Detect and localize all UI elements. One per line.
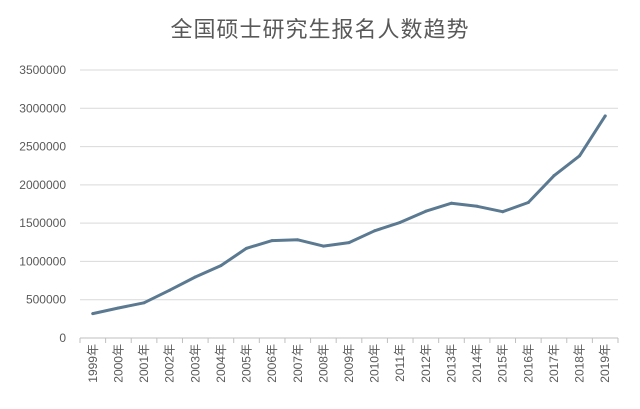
x-tick-label: 2007年 [291, 344, 305, 383]
x-tick-label: 2003年 [188, 344, 202, 383]
data-point [578, 154, 582, 158]
x-tick-label: 2004年 [214, 344, 228, 383]
y-tick-label: 0 [59, 331, 66, 345]
data-point [116, 306, 120, 310]
x-tick-label: 2012年 [419, 344, 433, 383]
y-tick-label: 3000000 [19, 101, 66, 115]
data-point [219, 264, 223, 268]
series-line [91, 114, 607, 316]
y-tick-label: 1000000 [19, 254, 66, 268]
grid-layer [79, 69, 619, 343]
x-tick-label: 2009年 [342, 344, 356, 383]
series-layer [91, 114, 607, 316]
x-tick-label: 1999年 [86, 344, 100, 383]
data-point [296, 238, 300, 242]
x-tick-label: 2014年 [470, 344, 484, 383]
y-tick-labels: 3500000 3000000 2500000 2000000 1500000 10000… [19, 63, 66, 345]
data-point [475, 204, 479, 208]
x-tick-label: 2017年 [547, 344, 561, 383]
data-point [501, 210, 505, 214]
x-tick-label: 2002年 [163, 344, 177, 383]
data-point [398, 220, 402, 224]
x-tick-labels: 1999年 2000年 2001年 2002年 2003年 2004年 2005年 2006年… [86, 344, 612, 383]
data-point [193, 275, 197, 279]
x-tick-label: 2001年 [137, 344, 151, 383]
data-point [245, 246, 249, 250]
x-tick-label: 2019年 [598, 344, 612, 383]
x-tick-label: 2018年 [573, 344, 587, 383]
data-point [526, 200, 530, 204]
data-point [270, 239, 274, 243]
data-point [91, 312, 95, 316]
data-point [168, 288, 172, 292]
x-tick-label: 2015年 [496, 344, 510, 383]
y-tick-label: 2000000 [19, 178, 66, 192]
x-tick-label: 2013年 [444, 344, 458, 383]
y-tick-label: 2500000 [19, 140, 66, 154]
x-tick-label: 2011年 [393, 344, 407, 382]
x-tick-label: 2005年 [240, 344, 254, 383]
data-point [449, 201, 453, 205]
data-point [424, 209, 428, 213]
y-tick-label: 1500000 [19, 216, 66, 230]
x-tick-label: 2006年 [265, 344, 279, 383]
data-point [373, 229, 377, 233]
chart-title: 全国硕士研究生报名人数趋势 [170, 18, 470, 43]
data-point [552, 174, 556, 178]
data-point [603, 114, 607, 118]
y-tick-label: 3500000 [19, 63, 66, 77]
x-tick-label: 2010年 [368, 344, 382, 383]
y-tick-label: 500000 [26, 293, 66, 307]
data-point [347, 241, 351, 245]
data-point [321, 244, 325, 248]
x-tick-label: 2016年 [521, 344, 535, 383]
x-tick-label: 2000年 [111, 344, 125, 383]
data-point [142, 301, 146, 305]
x-tick-label: 2008年 [316, 344, 330, 383]
